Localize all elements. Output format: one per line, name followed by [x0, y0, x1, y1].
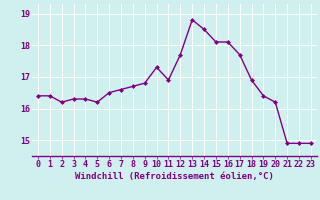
- X-axis label: Windchill (Refroidissement éolien,°C): Windchill (Refroidissement éolien,°C): [75, 172, 274, 181]
